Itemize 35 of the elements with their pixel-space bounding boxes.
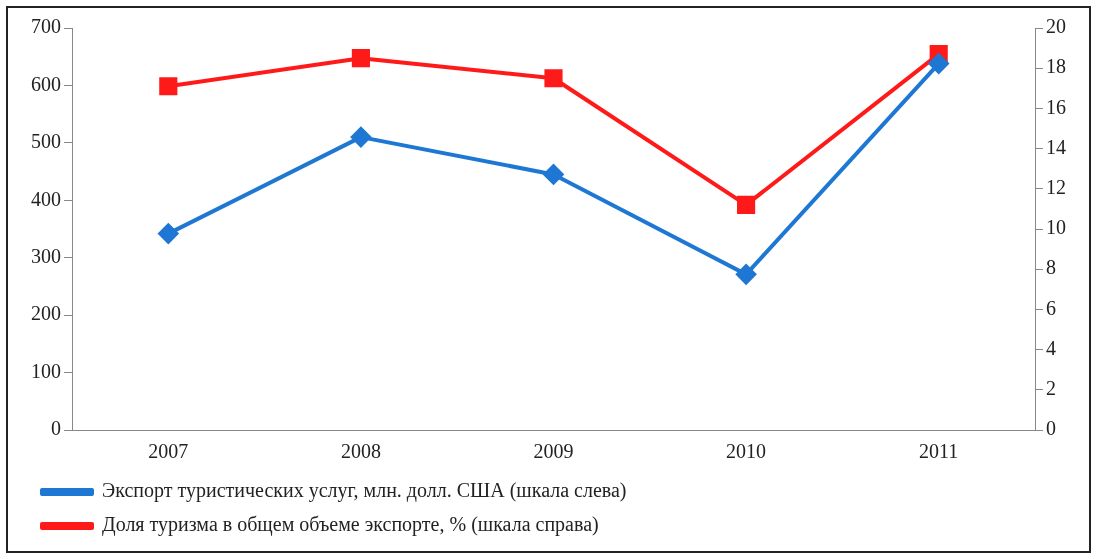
point <box>544 69 563 88</box>
point <box>351 49 370 68</box>
legend-label: Доля туризма в общем объеме экспорте, % (шкала справа) <box>102 513 599 537</box>
y-tick-label: 700 <box>31 15 61 38</box>
point <box>159 77 178 96</box>
point <box>737 195 756 214</box>
point <box>158 223 179 244</box>
legend-label: Экспорт туристических услуг, млн. долл. США (шкала слева) <box>102 479 627 503</box>
y2-tick-label: 20 <box>1046 15 1066 38</box>
point <box>350 127 371 148</box>
y2-tick-label: 0 <box>1046 417 1056 440</box>
x-tick-label: 2007 <box>148 440 189 463</box>
x-tick-label: 2011 <box>919 440 959 463</box>
y2-tick-label: 14 <box>1046 135 1066 158</box>
y-tick-label: 300 <box>31 244 61 267</box>
y-tick-label: 400 <box>31 187 61 210</box>
y2-tick-label: 4 <box>1046 336 1056 359</box>
x-tick-label: 2010 <box>726 440 767 463</box>
y-tick-label: 600 <box>31 72 61 95</box>
y-tick-label: 100 <box>31 359 61 382</box>
point <box>928 53 949 74</box>
y-tick-label: 500 <box>31 130 61 153</box>
x-tick-label: 2008 <box>340 440 381 463</box>
y2-tick-label: 16 <box>1046 95 1066 118</box>
y2-tick-label: 2 <box>1046 377 1056 400</box>
point <box>543 164 564 185</box>
y2-tick-label: 18 <box>1046 55 1066 78</box>
y2-tick-label: 8 <box>1046 256 1056 279</box>
x-tick-label: 2009 <box>533 440 574 463</box>
y-tick-label: 200 <box>31 302 61 325</box>
y2-tick-label: 12 <box>1046 176 1066 199</box>
y-tick-label: 0 <box>51 417 61 440</box>
y2-tick-label: 10 <box>1046 216 1066 239</box>
point <box>736 264 757 285</box>
y2-tick-label: 6 <box>1046 296 1056 319</box>
